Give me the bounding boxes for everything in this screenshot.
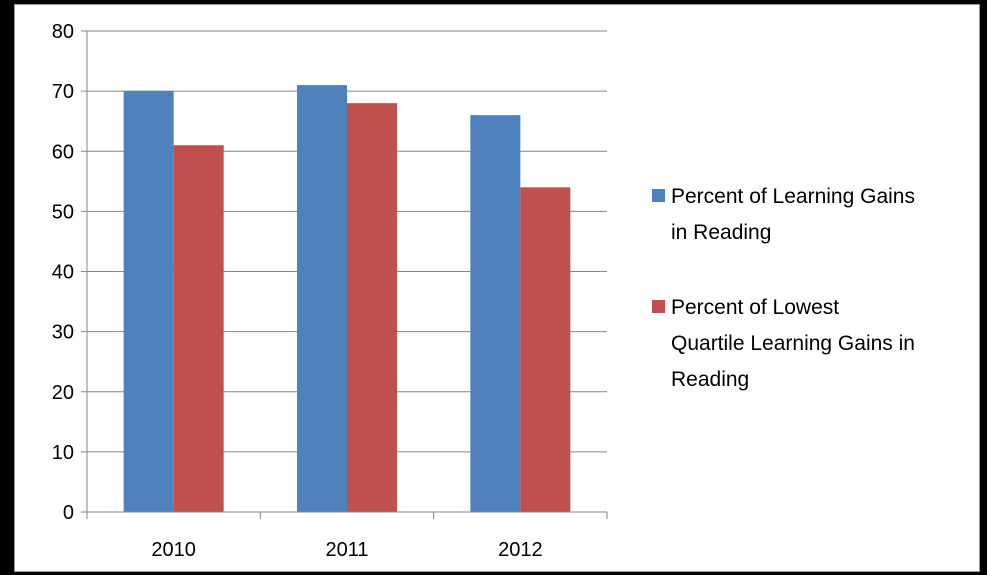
legend-swatch-1 <box>652 189 665 202</box>
bar-series-2 <box>520 187 571 512</box>
y-tick-label: 80 <box>52 21 74 43</box>
y-tick-label: 30 <box>52 322 74 344</box>
axes <box>81 30 608 519</box>
legend: Percent of Learning Gains in Reading Perce… <box>652 185 915 391</box>
bar-series-1 <box>123 91 174 512</box>
legend-label-1: Percent of Learning Gains <box>671 185 915 208</box>
y-tick-label: 50 <box>52 201 74 223</box>
x-tick-label: 2012 <box>498 539 543 561</box>
legend-swatch-2 <box>652 300 665 313</box>
tick-labels: 0 10 20 30 40 50 60 70 80 2010 2011 2012 <box>52 21 543 561</box>
x-tick-label: 2011 <box>325 539 368 561</box>
y-tick-label: 70 <box>52 81 74 103</box>
bar-series-2 <box>347 103 397 513</box>
bars <box>123 85 571 513</box>
y-tick-label: 0 <box>63 502 74 524</box>
y-tick-label: 20 <box>52 382 74 404</box>
y-tick-label: 60 <box>52 141 74 163</box>
bar-series-2 <box>173 145 224 513</box>
legend-label-1: in Reading <box>671 221 771 244</box>
x-tick-label: 2010 <box>151 539 196 561</box>
y-tick-label: 40 <box>52 262 74 284</box>
y-tick-label: 10 <box>52 442 74 464</box>
bar-series-1 <box>297 85 347 513</box>
legend-label-2: Reading <box>671 368 749 391</box>
legend-label-2: Percent of Lowest <box>671 296 839 319</box>
bar-series-1 <box>470 115 521 513</box>
legend-label-2: Quartile Learning Gains in <box>671 332 915 355</box>
